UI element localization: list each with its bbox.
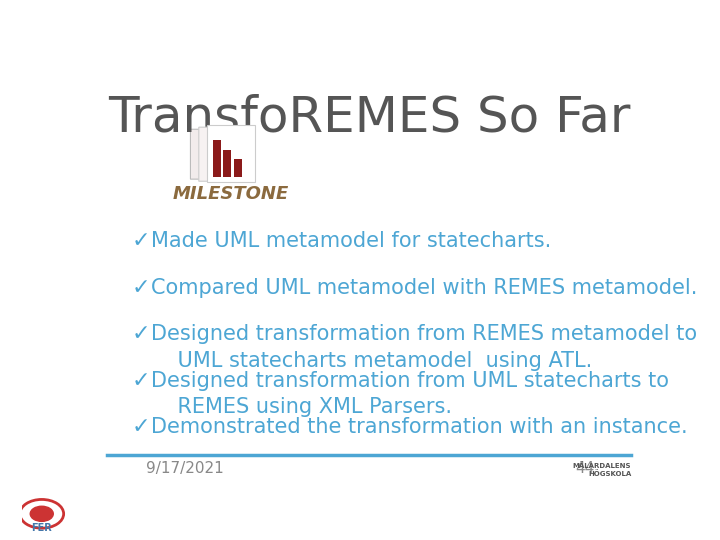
Circle shape [30, 507, 53, 522]
Polygon shape [234, 159, 242, 177]
Text: 9/17/2021: 9/17/2021 [145, 461, 223, 476]
Text: FER: FER [32, 523, 52, 533]
Text: ✓: ✓ [132, 417, 150, 437]
Text: ✓: ✓ [132, 324, 150, 345]
Text: ✓: ✓ [132, 371, 150, 391]
Text: ✓: ✓ [132, 231, 150, 251]
Text: MILESTONE: MILESTONE [173, 185, 289, 204]
Polygon shape [190, 129, 243, 179]
Polygon shape [223, 150, 231, 177]
Polygon shape [213, 140, 220, 177]
Text: Designed transformation from UML statecharts to
    REMES using XML Parsers.: Designed transformation from UML statech… [151, 371, 670, 417]
Text: Compared UML metamodel with REMES metamodel.: Compared UML metamodel with REMES metamo… [151, 278, 698, 298]
Polygon shape [207, 125, 255, 183]
Text: TransfoREMES So Far: TransfoREMES So Far [108, 94, 630, 142]
Text: ✓: ✓ [132, 278, 150, 298]
Text: Made UML metamodel for statecharts.: Made UML metamodel for statecharts. [151, 231, 552, 251]
Polygon shape [199, 127, 249, 181]
Text: MÄLARDALENS
HÖGSKOLA: MÄLARDALENS HÖGSKOLA [573, 462, 631, 477]
Text: 44: 44 [575, 461, 595, 476]
Text: Demonstrated the transformation with an instance.: Demonstrated the transformation with an … [151, 417, 688, 437]
Text: Designed transformation from REMES metamodel to
    UML statecharts metamodel  u: Designed transformation from REMES metam… [151, 324, 698, 370]
